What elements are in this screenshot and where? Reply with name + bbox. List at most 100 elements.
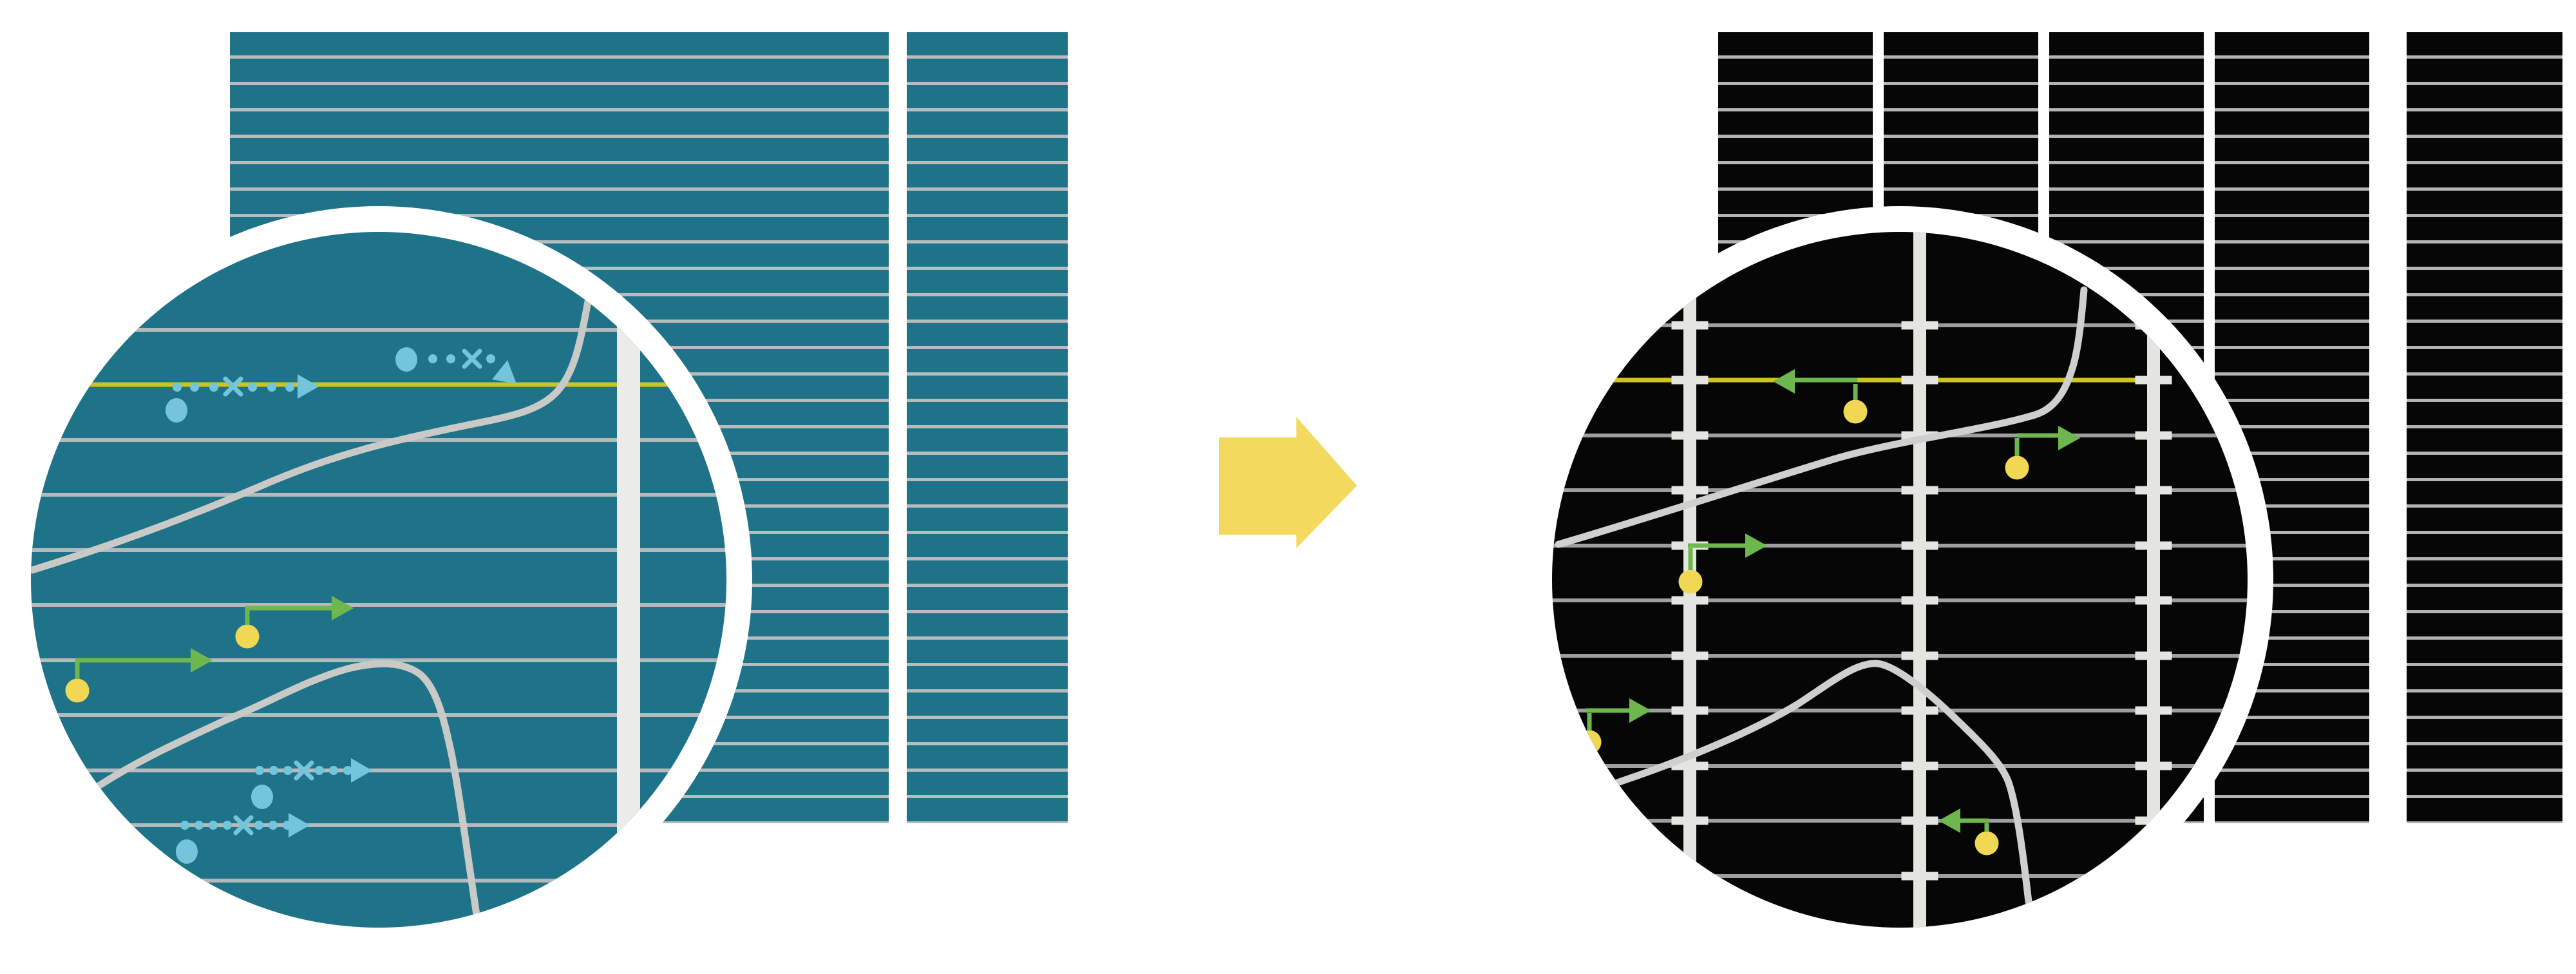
busbar-solder-pad <box>1671 816 1709 825</box>
busbar-solder-pad <box>1901 816 1938 825</box>
collection-arrow-line <box>1795 377 1857 383</box>
electron-dot <box>166 398 187 423</box>
grain-boundary-curve <box>93 660 480 919</box>
finger-line <box>1552 709 2248 712</box>
busbar-solder-pad <box>2135 431 2172 440</box>
busbar-solder-pad <box>2135 376 2172 385</box>
busbar-solder-pad <box>1671 651 1709 660</box>
busbar-solder-pad <box>2135 486 2172 495</box>
collection-arrowhead-icon <box>2058 426 2080 450</box>
magnifier-circle-right <box>1552 232 2248 928</box>
busbar-solder-pad <box>1901 376 1938 385</box>
right-cell-strip <box>2407 32 2562 823</box>
electron-trail-dot <box>223 821 232 830</box>
busbar-solder-pad <box>1671 596 1709 605</box>
electron-dot <box>395 347 417 372</box>
finger-line <box>1552 764 2248 768</box>
carrier-dot <box>1975 831 1999 855</box>
collection-arrow-line <box>1960 818 1989 823</box>
collection-arrow-line <box>1586 708 1629 713</box>
magnifier-circle-left <box>31 232 726 928</box>
carrier-dot <box>1678 569 1703 594</box>
busbar-solder-pad <box>2135 761 2172 770</box>
busbar-solder-pad <box>1671 376 1709 385</box>
finger-line <box>1552 654 2248 658</box>
finger-line <box>1552 434 2248 437</box>
electron-arrowhead-icon <box>289 813 310 837</box>
collection-arrow-line <box>2017 433 2058 438</box>
busbar-solder-pad <box>2135 651 2172 660</box>
grain-boundary-curve <box>1600 660 2032 906</box>
busbar <box>617 232 640 928</box>
finger-line <box>1552 598 2248 602</box>
collection-arrow-stem <box>1984 823 1989 832</box>
electron-trail-dot <box>446 354 455 363</box>
busbar-solder-pad <box>1901 872 1938 881</box>
busbar-solder-pad <box>1671 431 1709 440</box>
finger-line <box>1552 544 2248 548</box>
busbar-solder-pad <box>1671 761 1709 770</box>
magnified-cell-surface <box>1552 232 2248 928</box>
collection-arrowhead-icon <box>1745 533 1767 558</box>
electron-trail-dot <box>180 821 189 830</box>
collection-arrow-stem <box>1853 384 1858 400</box>
electron-trail-dot <box>269 821 278 830</box>
collection-arrow-stem <box>245 608 250 625</box>
finger-line <box>1552 323 2248 327</box>
electron-trail-dot <box>190 383 199 392</box>
collection-arrow-stem <box>1688 548 1693 570</box>
busbar-solder-pad <box>1671 706 1709 715</box>
busbar-solder-pad <box>1901 651 1938 660</box>
busbar-solder-pad <box>2135 872 2172 881</box>
busbar-solder-pad <box>1901 541 1938 550</box>
collection-arrow-stem <box>1587 713 1592 730</box>
finger-line <box>31 769 726 772</box>
busbar-solder-pad <box>2135 706 2172 715</box>
busbar <box>1913 232 1926 928</box>
grain-boundary-curve <box>1555 286 2088 548</box>
collection-arrowhead-icon <box>332 596 354 620</box>
electron-trail-dot <box>315 766 324 775</box>
finger-line <box>31 548 726 552</box>
recombination-x-icon <box>462 349 482 369</box>
recombination-x-icon <box>223 376 243 397</box>
carrier-dot <box>235 624 260 649</box>
recombination-x-icon <box>233 815 254 836</box>
busbar-solder-pad <box>1901 761 1938 770</box>
collection-arrow-stem <box>2014 438 2020 456</box>
electron-trail-dot <box>255 766 264 775</box>
busbar-solder-pad <box>2135 596 2172 605</box>
collection-arrow-line <box>245 606 332 611</box>
transform-arrow-head-icon <box>1296 417 1357 548</box>
magnified-cell-surface <box>31 232 726 928</box>
collection-arrowhead-icon <box>1938 808 1960 833</box>
electron-trail-dot <box>267 383 276 392</box>
busbar-solder-pad <box>1901 321 1938 330</box>
electron-trail-dot <box>248 383 257 392</box>
busbar-solder-pad <box>1901 486 1938 495</box>
busbar-solder-pad <box>1671 872 1709 881</box>
highlighted-finger-line <box>31 382 726 387</box>
electron-dot <box>251 785 273 809</box>
busbar-solder-pad <box>1671 321 1709 330</box>
finger-line <box>1552 819 2248 823</box>
busbar-solder-pad <box>2135 816 2172 825</box>
finger-line <box>31 658 726 662</box>
finger-line <box>31 879 726 883</box>
left-cell-strip <box>907 32 1068 823</box>
finger-line <box>1552 874 2248 878</box>
collection-arrow-line <box>1688 543 1745 548</box>
electron-arrowhead-icon <box>351 758 372 783</box>
recombination-x-icon <box>294 760 314 781</box>
electron-trail-dot <box>285 383 294 392</box>
busbar-solder-pad <box>2135 541 2172 550</box>
electron-trail-dot <box>343 766 352 775</box>
busbar-solder-pad <box>1671 486 1709 495</box>
grain-boundary-curve <box>31 298 592 574</box>
electron-arrowhead-icon <box>492 360 516 384</box>
carrier-dot <box>65 678 90 703</box>
electron-trail-dot <box>209 821 218 830</box>
busbar-solder-pad <box>1901 596 1938 605</box>
collection-arrow-stem <box>75 660 80 679</box>
